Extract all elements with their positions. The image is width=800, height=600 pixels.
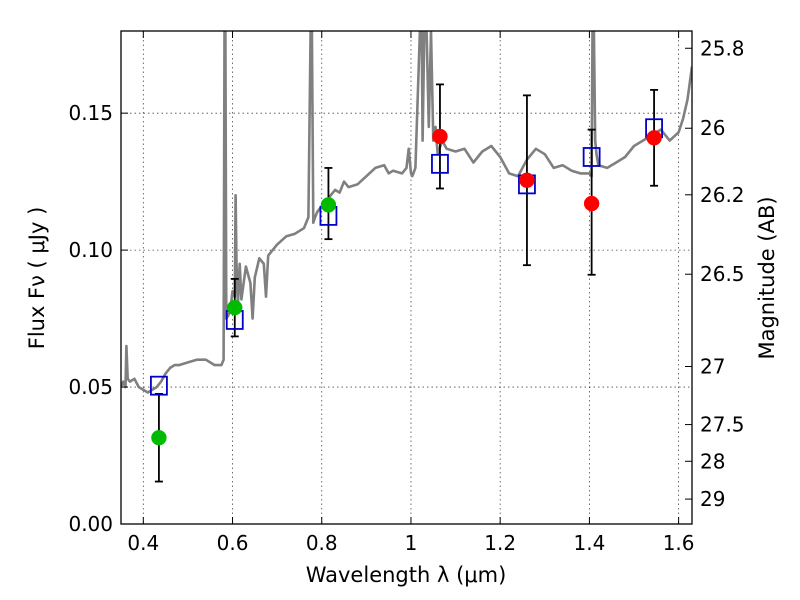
model-box — [150, 375, 168, 396]
plot-frame — [120, 30, 693, 525]
y-tick-label: 0.00 — [68, 512, 113, 536]
spectrum-line — [121, 31, 692, 394]
plot-border — [120, 30, 693, 525]
data-point — [519, 172, 535, 189]
y2-tick-label: 27.5 — [700, 413, 745, 437]
model-box — [431, 153, 449, 174]
data-point — [320, 197, 337, 213]
data-point — [151, 429, 167, 446]
x-tick-label: 1.4 — [573, 531, 605, 555]
model-box — [582, 147, 601, 167]
y2-tick-label: 26 — [700, 116, 725, 140]
x-tick-label: 0.4 — [127, 531, 159, 555]
spectrum-layer — [121, 31, 692, 394]
y2-tick-label: 26.5 — [700, 262, 745, 286]
x-tick-label: 0.8 — [306, 531, 338, 555]
y2-tick-label: 26.2 — [700, 183, 745, 207]
y2-axis-label: Magnitude (AB) — [755, 196, 779, 359]
data-point — [646, 130, 662, 146]
errorbar-layer — [154, 83, 659, 483]
y2-tick-label: 29 — [700, 487, 725, 511]
grid — [121, 31, 692, 525]
y-tick-label: 0.10 — [68, 238, 113, 262]
data-point — [227, 299, 243, 316]
x-axis-label: Wavelength λ (μm) — [306, 563, 507, 587]
y2-tick-label: 27 — [700, 355, 725, 379]
x-tick-label: 1.2 — [484, 531, 516, 555]
y-tick-label: 0.05 — [68, 375, 113, 399]
tick-layer: 0.4 0.6 0.8 1 1.2 1.4 1.6 0.00 0.05 0.10 0.15 25.8 2… — [68, 31, 745, 555]
observed-point-layer — [151, 128, 662, 446]
y2-tick-label: 25.8 — [700, 36, 745, 60]
data-point — [583, 195, 600, 212]
x-tick-label: 1 — [405, 531, 418, 555]
data-point — [432, 128, 448, 145]
y-axis-label: Flux Fν ( μJy ) — [25, 207, 49, 350]
x-tick-label: 0.6 — [217, 531, 249, 555]
x-tick-label: 1.6 — [663, 531, 695, 555]
y-tick-label: 0.15 — [68, 101, 113, 125]
y2-tick-label: 28 — [700, 449, 725, 473]
